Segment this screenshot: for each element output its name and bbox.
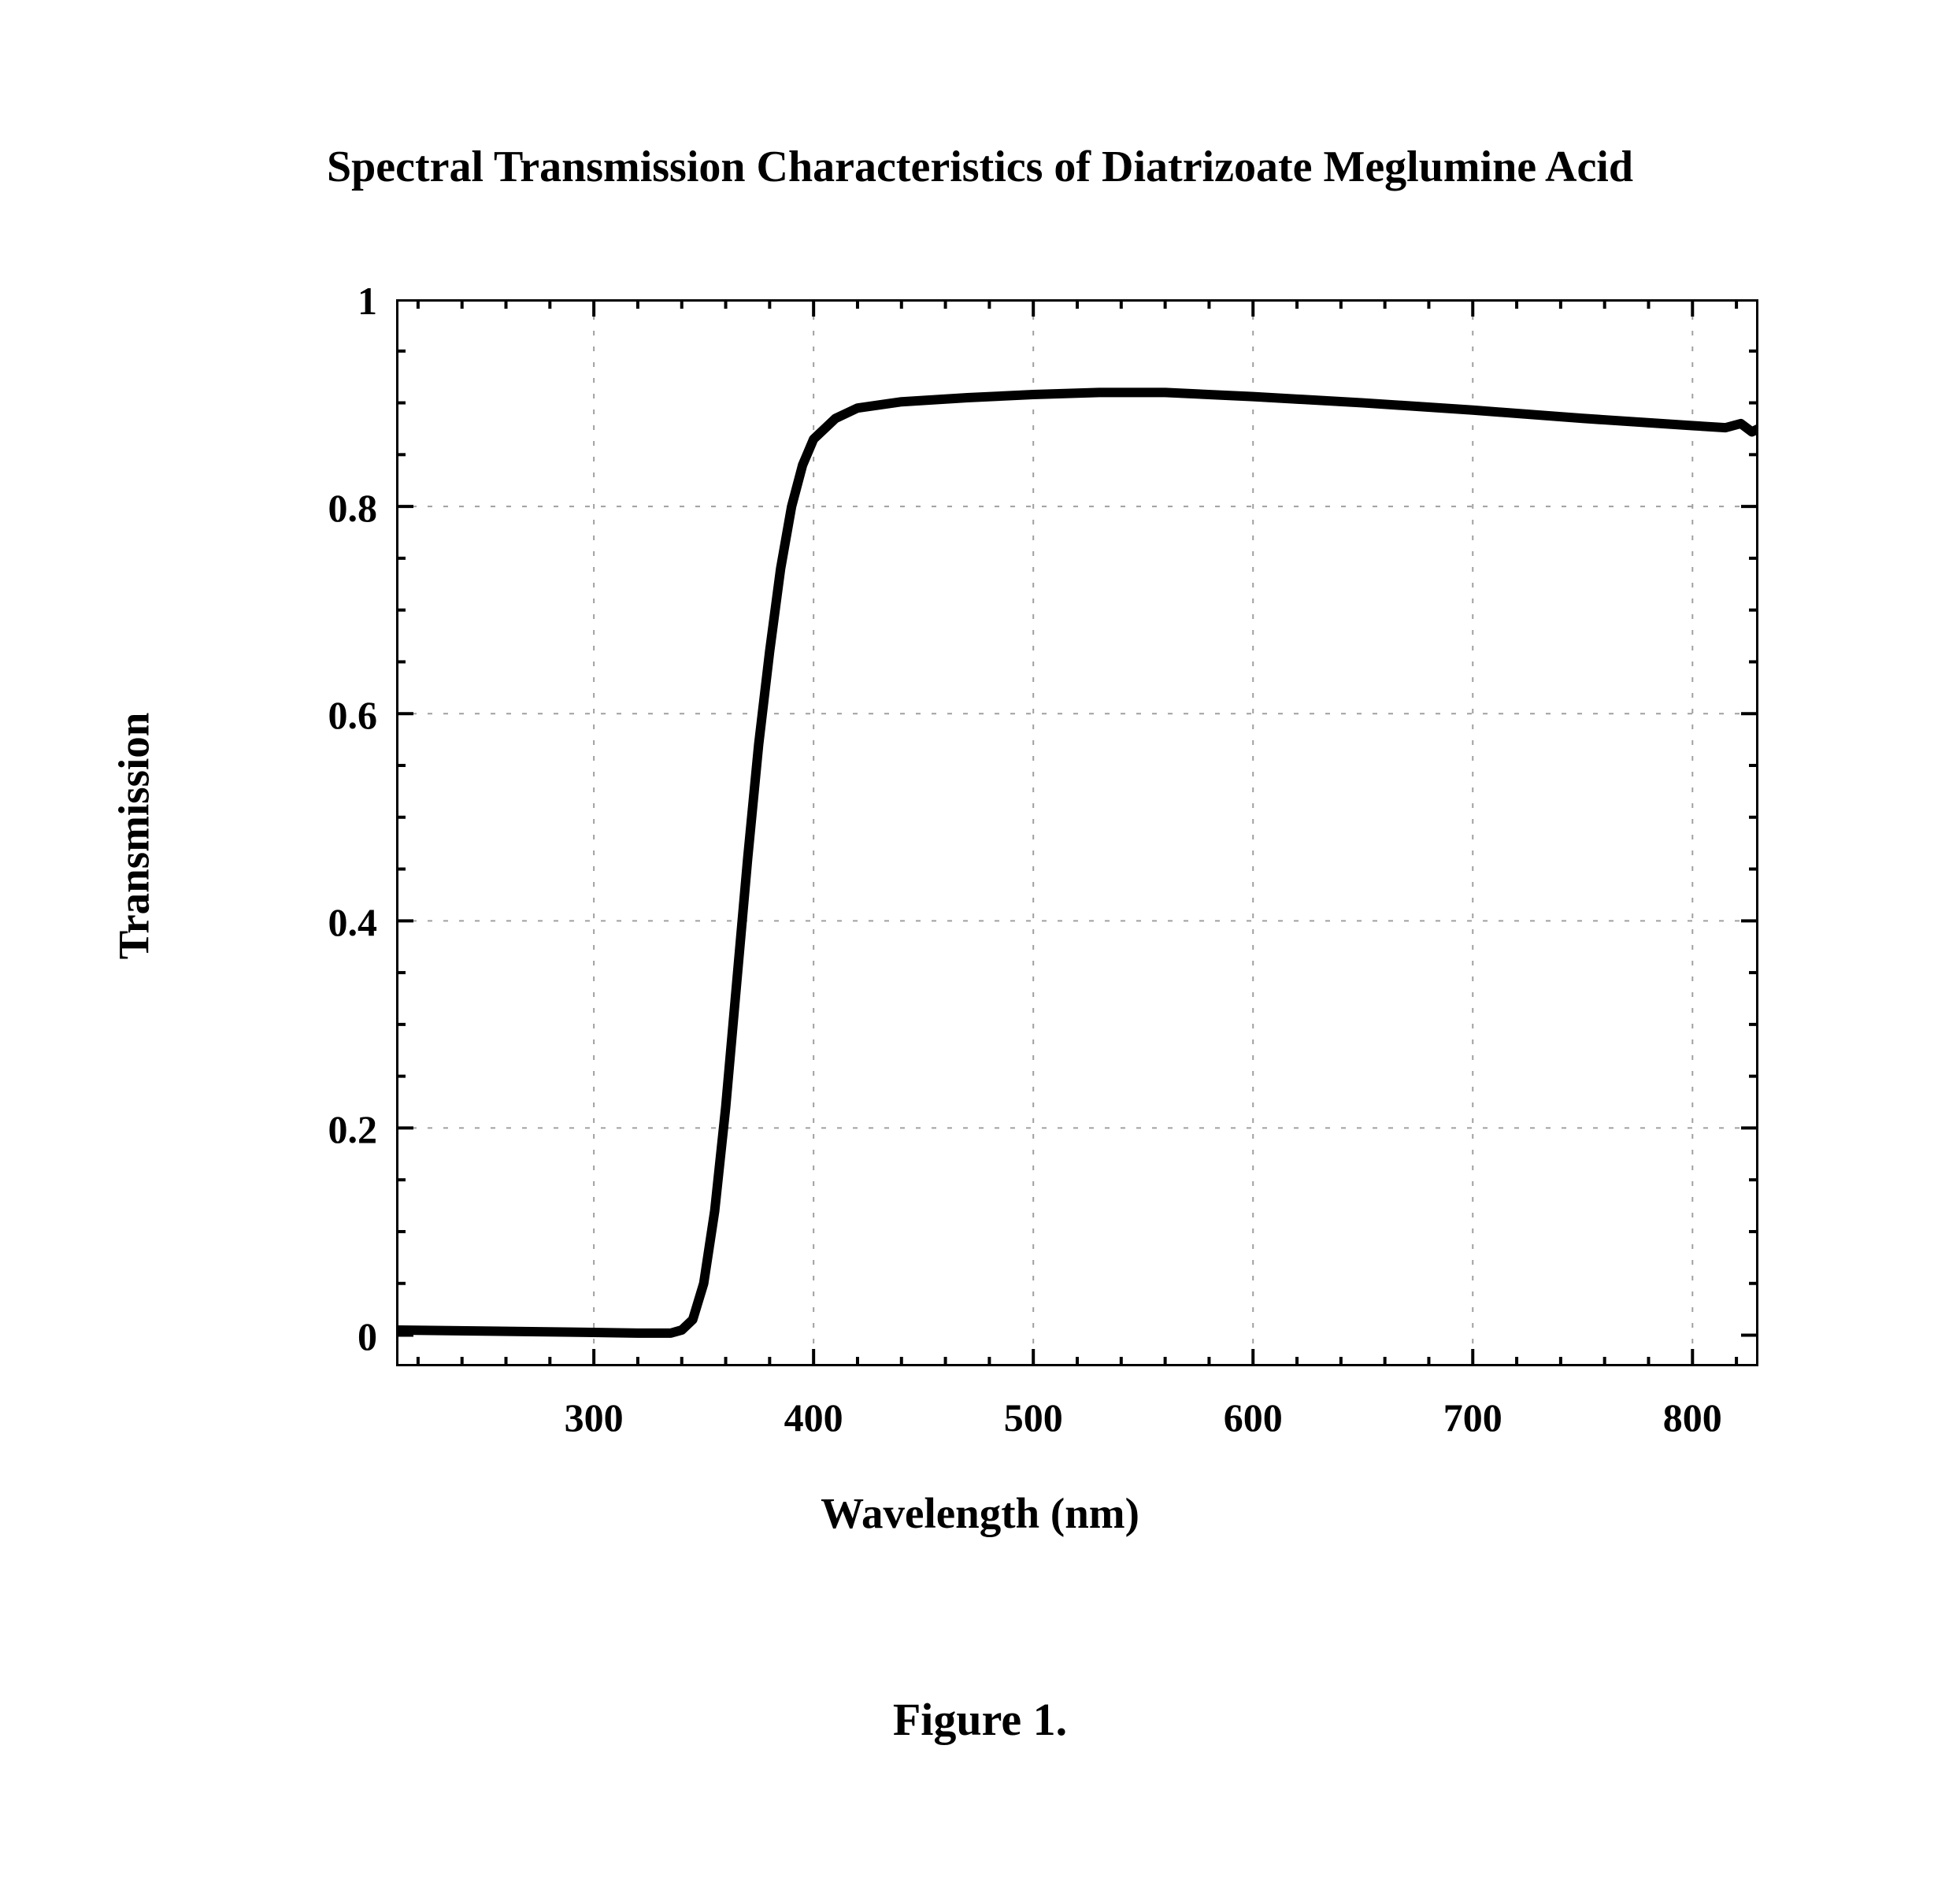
chart-plot: [396, 299, 1758, 1366]
tick-label: 700: [1443, 1395, 1502, 1440]
y-axis-label: Transmission: [109, 679, 159, 994]
tick-label: 400: [784, 1395, 843, 1440]
page-root: Spectral Transmission Characteristics of…: [0, 0, 1960, 1901]
tick-label: 600: [1224, 1395, 1283, 1440]
tick-label: 1: [358, 278, 377, 324]
tick-label: 0.2: [328, 1106, 378, 1152]
tick-label: 0.4: [328, 899, 378, 945]
figure-caption: Figure 1.: [0, 1693, 1960, 1746]
tick-label: 0.8: [328, 485, 378, 531]
tick-label: 300: [565, 1395, 624, 1440]
chart-title: Spectral Transmission Characteristics of…: [0, 142, 1960, 192]
tick-label: 0.6: [328, 692, 378, 738]
tick-label: 500: [1004, 1395, 1063, 1440]
x-axis-label: Wavelength (nm): [0, 1488, 1960, 1538]
tick-label: 800: [1663, 1395, 1722, 1440]
tick-label: 0: [358, 1314, 377, 1359]
